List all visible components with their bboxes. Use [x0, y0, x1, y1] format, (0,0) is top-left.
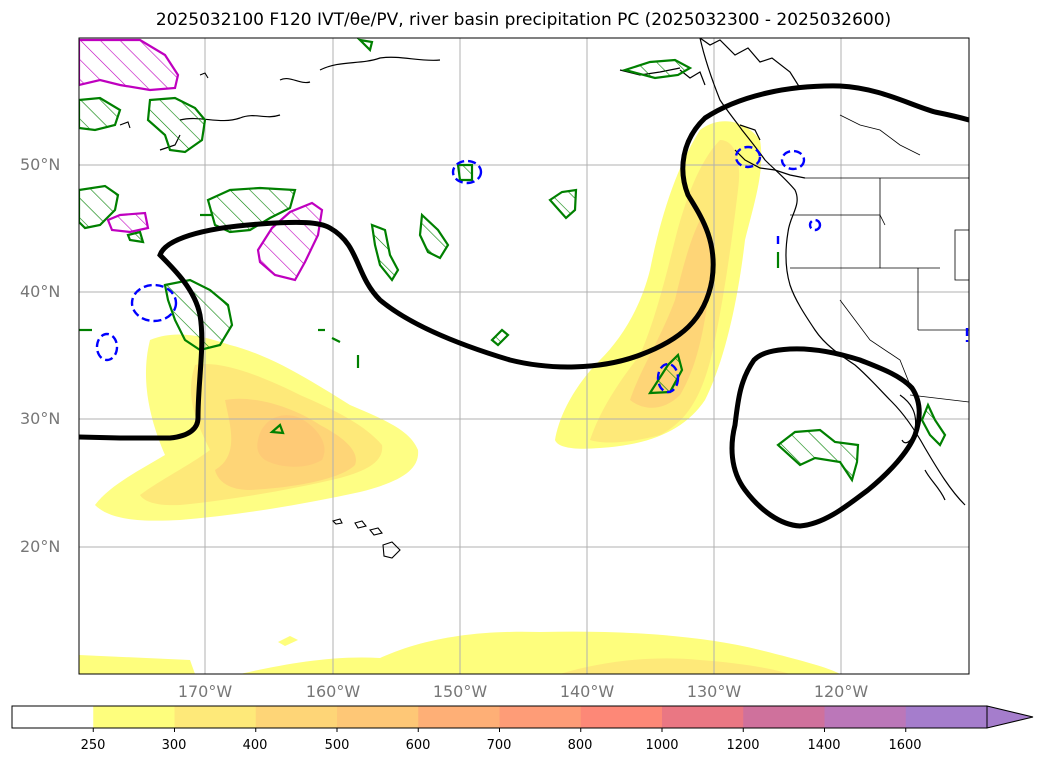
state-borders [790, 114, 969, 403]
colorbar-cell [255, 706, 338, 728]
colorbar-cell [499, 706, 582, 728]
lat-label-50n: 50°N [20, 155, 61, 174]
colorbar-cell [580, 706, 663, 728]
colorbar-cell [12, 706, 94, 728]
colorbar-tick-label: 1000 [645, 738, 679, 753]
colorbar-tick-label: 1200 [726, 738, 760, 753]
colorbar-cell [418, 706, 500, 728]
colorbar-cell [905, 706, 988, 728]
blue-dashed-contours [95, 145, 969, 394]
lon-label-130w: 130°W [686, 682, 742, 701]
pv-contours-green [79, 38, 947, 483]
colorbar-tick-label: 1600 [888, 738, 922, 753]
colorbar-tick-label: 700 [486, 738, 512, 753]
colorbar-tick-label: 600 [405, 738, 431, 753]
colorbar-tick-label: 300 [161, 738, 187, 753]
map-title: 2025032100 F120 IVT/θe/PV, river basin p… [155, 10, 892, 30]
lon-label-120w: 120°W [813, 682, 869, 701]
colorbar [11, 705, 1034, 732]
ivt-band-south [79, 631, 840, 674]
lat-label-30n: 30°N [20, 409, 61, 428]
ivt-plume-east [555, 121, 762, 449]
colorbar-extend-arrow [986, 705, 1034, 729]
islands [119, 72, 401, 559]
colorbar-cell [337, 706, 419, 728]
lat-label-20n: 20°N [20, 537, 61, 556]
pv-contours-green-lines [79, 213, 780, 368]
lat-label-40n: 40°N [20, 282, 61, 301]
lon-label-160w: 160°W [305, 682, 361, 701]
colorbar-tick-label: 1400 [807, 738, 841, 753]
map-frame [78, 37, 970, 675]
ivt-plume-west [95, 334, 419, 521]
lon-label-150w: 150°W [432, 682, 488, 701]
colorbar-tick-label: 800 [567, 738, 593, 753]
lon-label-140w: 140°W [559, 682, 615, 701]
lon-label-170w: 170°W [177, 682, 233, 701]
colorbar-cell [824, 706, 907, 728]
colorbar-cell [174, 706, 257, 728]
colorbar-tick-label: 400 [242, 738, 268, 753]
colorbar-tick-label: 250 [80, 738, 106, 753]
colorbar-cell [93, 706, 175, 728]
colorbar-cell [662, 706, 744, 728]
coastlines [159, 38, 966, 506]
colorbar-cell [743, 706, 825, 728]
colorbar-tick-label: 500 [324, 738, 350, 753]
pv-contours-magenta [79, 38, 324, 282]
colorbar-frame [11, 705, 988, 729]
thetae-contours [79, 83, 969, 529]
